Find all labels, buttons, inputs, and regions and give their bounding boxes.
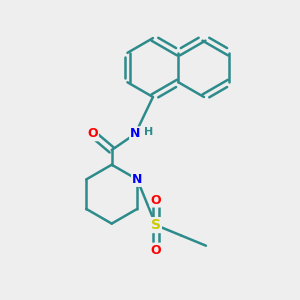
Text: O: O	[151, 194, 161, 207]
Text: O: O	[87, 127, 98, 140]
Text: S: S	[151, 218, 161, 232]
Text: N: N	[130, 127, 140, 140]
Text: N: N	[132, 173, 142, 186]
Text: O: O	[151, 244, 161, 256]
Text: H: H	[144, 127, 153, 137]
